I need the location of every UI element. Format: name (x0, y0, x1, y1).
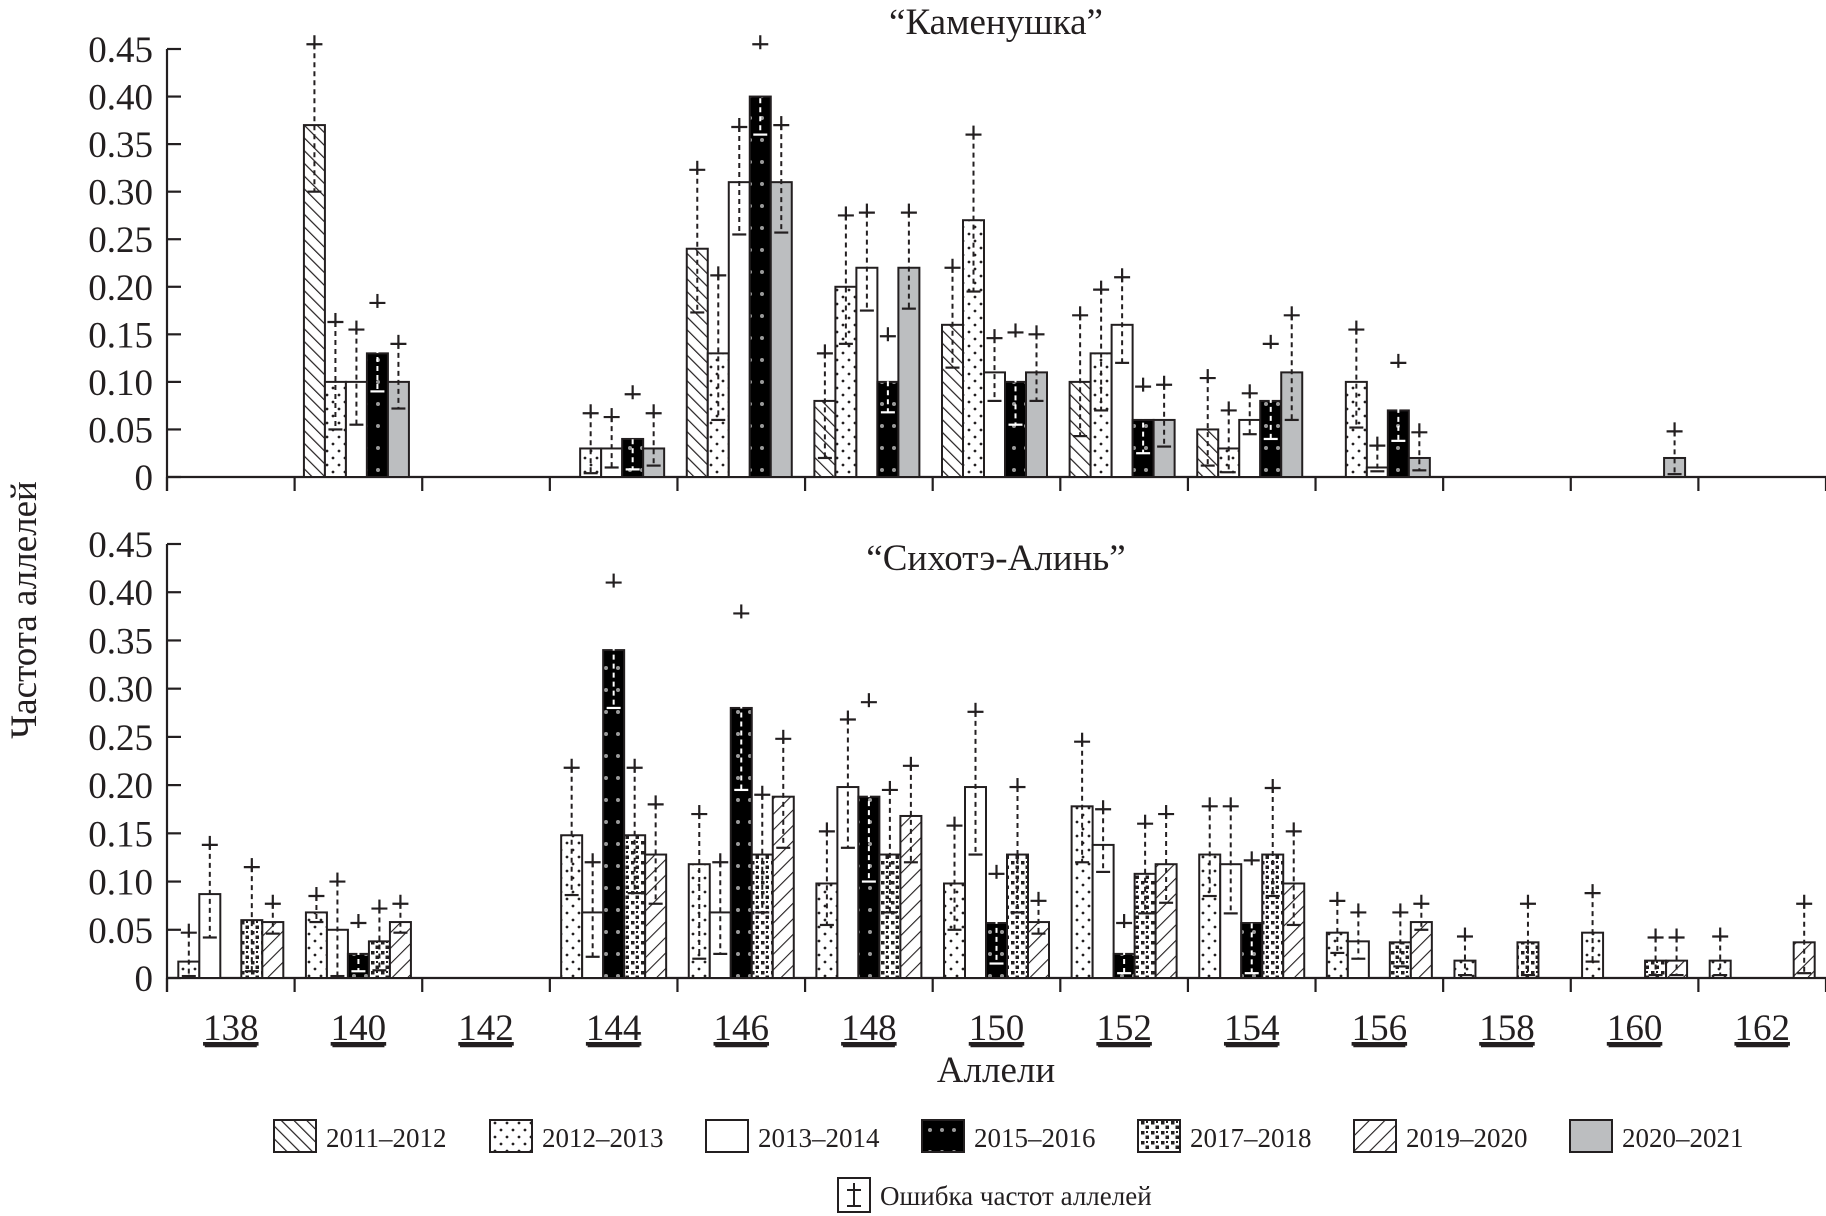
category-label-152: 152 (1096, 1008, 1152, 1049)
category-label-146: 146 (714, 1008, 770, 1049)
panel-title-sikhote-alin: “Сихотэ-Алинь” (866, 538, 1125, 579)
bar-148-2015–2016 (876, 380, 900, 478)
bar-152-2013–2014 (1091, 843, 1115, 980)
legend-label: 2013–2014 (758, 1123, 880, 1153)
y-tick-label: 0.15 (88, 814, 153, 855)
bar-144-2017–2018 (623, 834, 647, 979)
panel-title-kamenushka: “Каменушка” (889, 2, 1103, 43)
legend-label: 2011–2012 (326, 1123, 447, 1153)
bar-148-2013–2014 (855, 266, 879, 478)
bar-144-2019–2020 (644, 853, 668, 979)
bar-148-2020–2021 (897, 266, 921, 478)
y-tick-label: 0.15 (88, 315, 153, 356)
category-label-144: 144 (586, 1008, 642, 1049)
legend-error-label: Ошибка частот аллелей (880, 1181, 1152, 1211)
legend-label: 2019–2020 (1406, 1123, 1528, 1153)
legend: 2011–2012 2012–2013 2013–2014 2015–2016 2017… (273, 1119, 1744, 1213)
y-tick-label: 0.30 (88, 670, 153, 711)
y-tick-label: 0.25 (88, 718, 153, 759)
y-tick-label: 0 (135, 959, 154, 1000)
legend-swatch-2017–2018 (1137, 1119, 1181, 1153)
category-label-140: 140 (331, 1008, 387, 1049)
bar-140-2015–2016 (346, 952, 370, 980)
bar-148-2013–2014 (836, 786, 860, 979)
bar-152-2013–2014 (1110, 323, 1134, 479)
y-tick-label: 0.25 (88, 220, 153, 261)
y-tick-label: 0.40 (88, 78, 153, 119)
bar-146-2015–2016 (748, 95, 772, 479)
category-label-138: 138 (203, 1008, 259, 1049)
bar-152-2011–2012 (1068, 380, 1092, 478)
category-labels: 138 140 142 144 146 148 150 152 154 156 158 160 162 (203, 1008, 1790, 1049)
y-tick-label: 0.40 (88, 573, 153, 614)
bar-140-2019–2020 (388, 921, 412, 979)
bar-150-2011–2012 (941, 323, 964, 479)
bars-layer (177, 95, 1816, 980)
bar-156-2020–2021 (1407, 456, 1431, 479)
y-tick-label: 0.45 (88, 30, 153, 71)
bar-152-2019–2020 (1154, 863, 1178, 979)
y-tick-label: 0.35 (88, 621, 153, 662)
category-label-142: 142 (458, 1008, 514, 1049)
bar-150-2017–2018 (1006, 853, 1029, 979)
y-tick-label: 0.35 (88, 125, 153, 166)
legend-swatch-2013–2014 (705, 1119, 749, 1153)
category-label-162: 162 (1734, 1008, 1790, 1049)
legend-swatch-2011–2012 (273, 1119, 317, 1153)
y-tick-label: 0.30 (88, 173, 153, 214)
bar-152-2015–2016 (1131, 418, 1155, 478)
axes: 0 0.05 0.10 0.15 0.20 0.25 0.30 0.35 0.40 0.45 0 0.… (88, 30, 1826, 1000)
y-tick-label: 0.20 (88, 766, 153, 807)
y-tick-label: 0 (135, 458, 154, 499)
category-label-156: 156 (1352, 1008, 1408, 1049)
bar-148-2019–2020 (899, 814, 923, 979)
legend-label: 2015–2016 (974, 1123, 1096, 1153)
y-tick-label: 0.10 (88, 363, 153, 404)
category-label-154: 154 (1224, 1008, 1280, 1049)
bar-156-2012–2013 (1344, 380, 1368, 478)
bar-158-2012–2013 (1453, 959, 1477, 980)
legend-swatch-2020–2021 (1569, 1119, 1613, 1153)
bar-146-2011–2012 (685, 247, 709, 478)
bar-140-2015–2016 (365, 352, 389, 479)
legend-swatch-2015–2016 (921, 1119, 965, 1153)
category-label-158: 158 (1479, 1008, 1535, 1049)
legend-swatch-2019–2020 (1353, 1119, 1397, 1153)
bar-150-2020–2021 (1025, 371, 1048, 478)
bar-154-2019–2020 (1282, 882, 1306, 979)
legend-label: 2012–2013 (542, 1123, 664, 1153)
category-label-150: 150 (969, 1008, 1025, 1049)
category-label-160: 160 (1607, 1008, 1663, 1049)
y-tick-label: 0.05 (88, 410, 153, 451)
bar-140-2020–2021 (386, 380, 410, 478)
bar-162-2012–2013 (1708, 959, 1732, 980)
bar-144-2015–2016 (602, 649, 626, 979)
bar-144-2012–2013 (560, 834, 584, 979)
y-tick-label: 0.45 (88, 525, 153, 566)
y-tick-label: 0.20 (88, 268, 153, 309)
legend-label: 2020–2021 (1622, 1123, 1744, 1153)
bar-150-2012–2013 (962, 219, 985, 478)
bar-140-2011–2012 (302, 124, 326, 478)
bar-152-2015–2016 (1112, 952, 1136, 980)
y-tick-label: 0.10 (88, 863, 153, 904)
legend-label: 2017–2018 (1190, 1123, 1312, 1153)
bar-146-2017–2018 (750, 853, 774, 979)
bar-154-2013–2014 (1238, 418, 1262, 478)
bar-138-2019–2020 (261, 921, 285, 979)
error-bars-layer (180, 35, 1813, 978)
y-tick-label: 0.05 (88, 911, 153, 952)
category-label-148: 148 (841, 1008, 897, 1049)
x-axis-title: Аллели (937, 1050, 1055, 1091)
legend-swatch-2012–2013 (489, 1119, 533, 1153)
y-axis-title: Частота аллелей (4, 481, 45, 739)
bar-152-2020–2021 (1152, 418, 1176, 478)
